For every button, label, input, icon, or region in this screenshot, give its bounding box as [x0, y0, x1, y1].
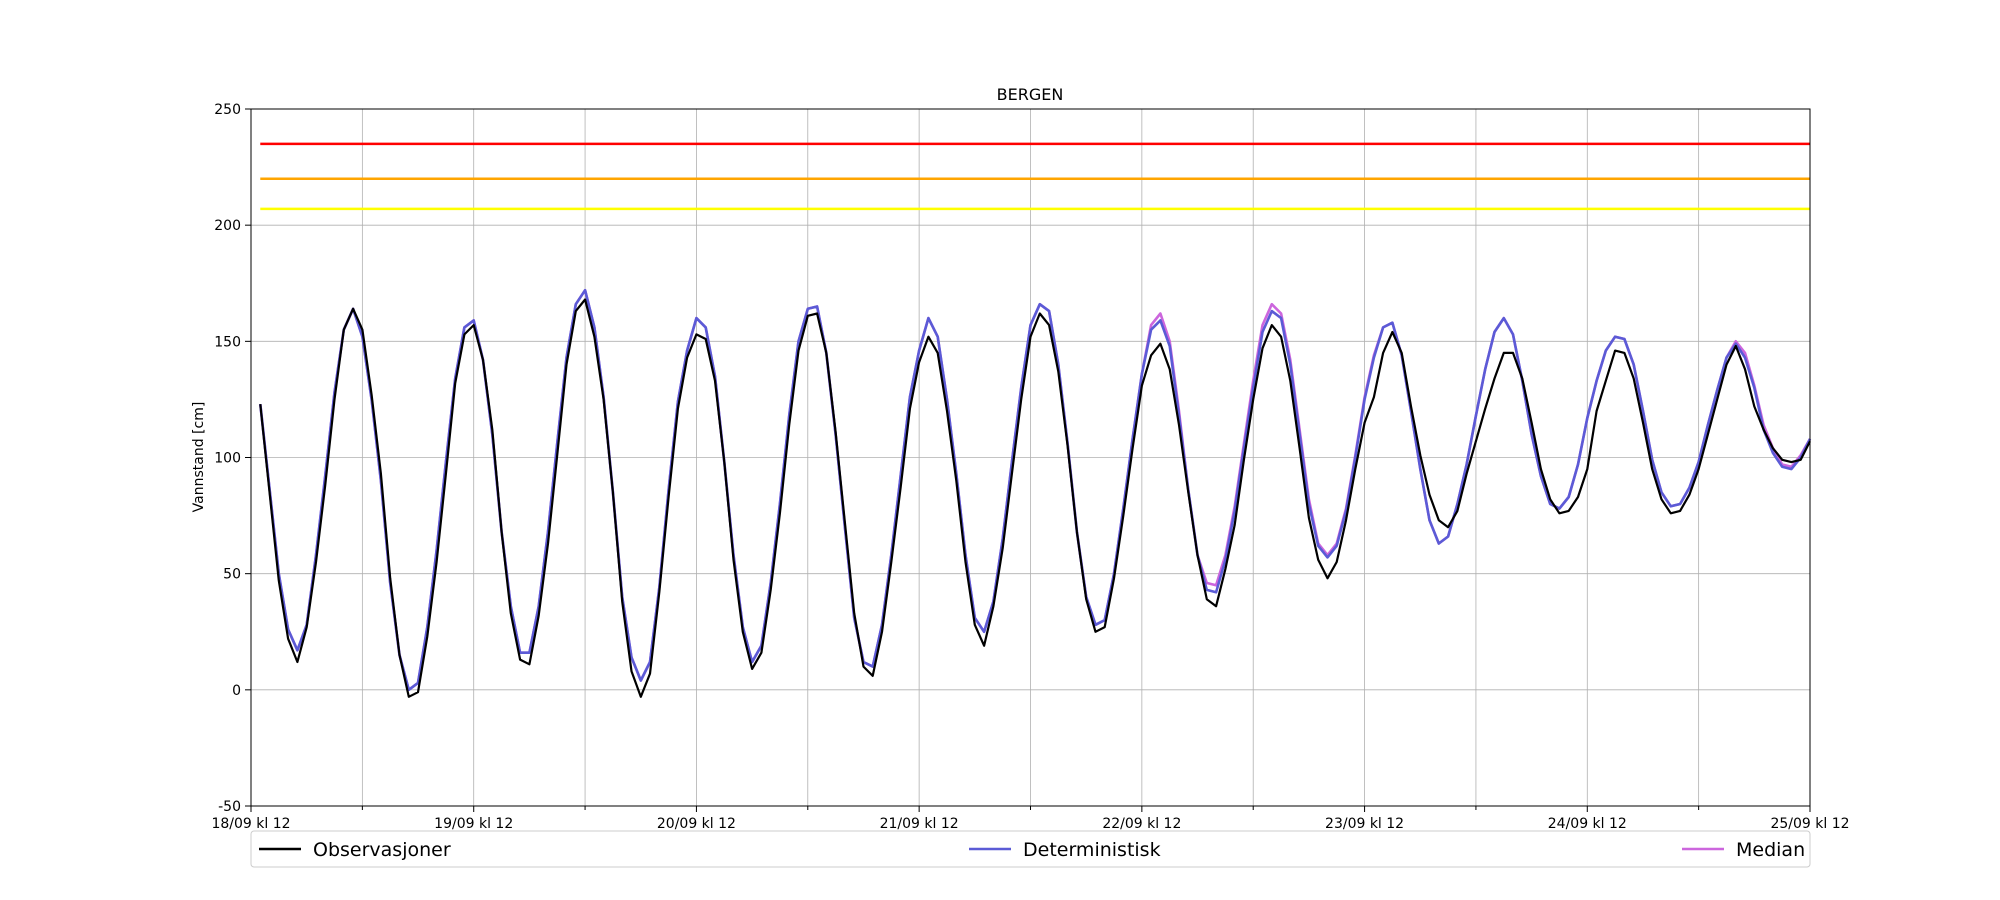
y-tick-label: 250 — [214, 102, 241, 118]
x-tick-label: 25/09 kl 12 — [1770, 816, 1849, 832]
y-tick-label: -50 — [218, 799, 241, 815]
legend-label-median: Median — [1736, 839, 1805, 861]
legend-label-observasjoner: Observasjoner — [313, 839, 451, 861]
x-tick-label: 21/09 kl 12 — [880, 816, 959, 832]
grid — [250, 108, 1811, 807]
series-lines — [259, 288, 1812, 698]
series-line-observasjoner — [259, 298, 1811, 698]
series-line-deterministisk — [259, 288, 1812, 692]
x-tick-label: 19/09 kl 12 — [434, 816, 513, 832]
x-tick-label: 23/09 kl 12 — [1325, 816, 1404, 832]
chart-title: BERGEN — [997, 85, 1064, 104]
y-tick-label: 150 — [214, 334, 241, 350]
y-tick-label: 50 — [223, 567, 241, 583]
y-tick-label: 0 — [232, 683, 241, 699]
legend: Observasjoner Deterministisk Median — [250, 830, 1811, 868]
legend-label-deterministisk: Deterministisk — [1023, 839, 1161, 861]
y-tick-label: 200 — [214, 218, 241, 234]
x-tick-label: 20/09 kl 12 — [657, 816, 736, 832]
y-axis: -50 0 50 100 150 200 250 — [214, 102, 251, 815]
x-axis: 18/09 kl 12 19/09 kl 12 20/09 kl 12 21/09 k… — [211, 806, 1850, 832]
x-tick-label: 18/09 kl 12 — [211, 816, 290, 832]
y-tick-label: 100 — [214, 451, 241, 467]
y-axis-label: Vannstand [cm] — [191, 402, 207, 513]
series-line-median — [259, 288, 1812, 692]
legend-box — [250, 830, 1811, 868]
threshold-lines — [260, 142, 1810, 211]
x-tick-label: 22/09 kl 12 — [1102, 816, 1181, 832]
x-tick-label: 24/09 kl 12 — [1548, 816, 1627, 832]
